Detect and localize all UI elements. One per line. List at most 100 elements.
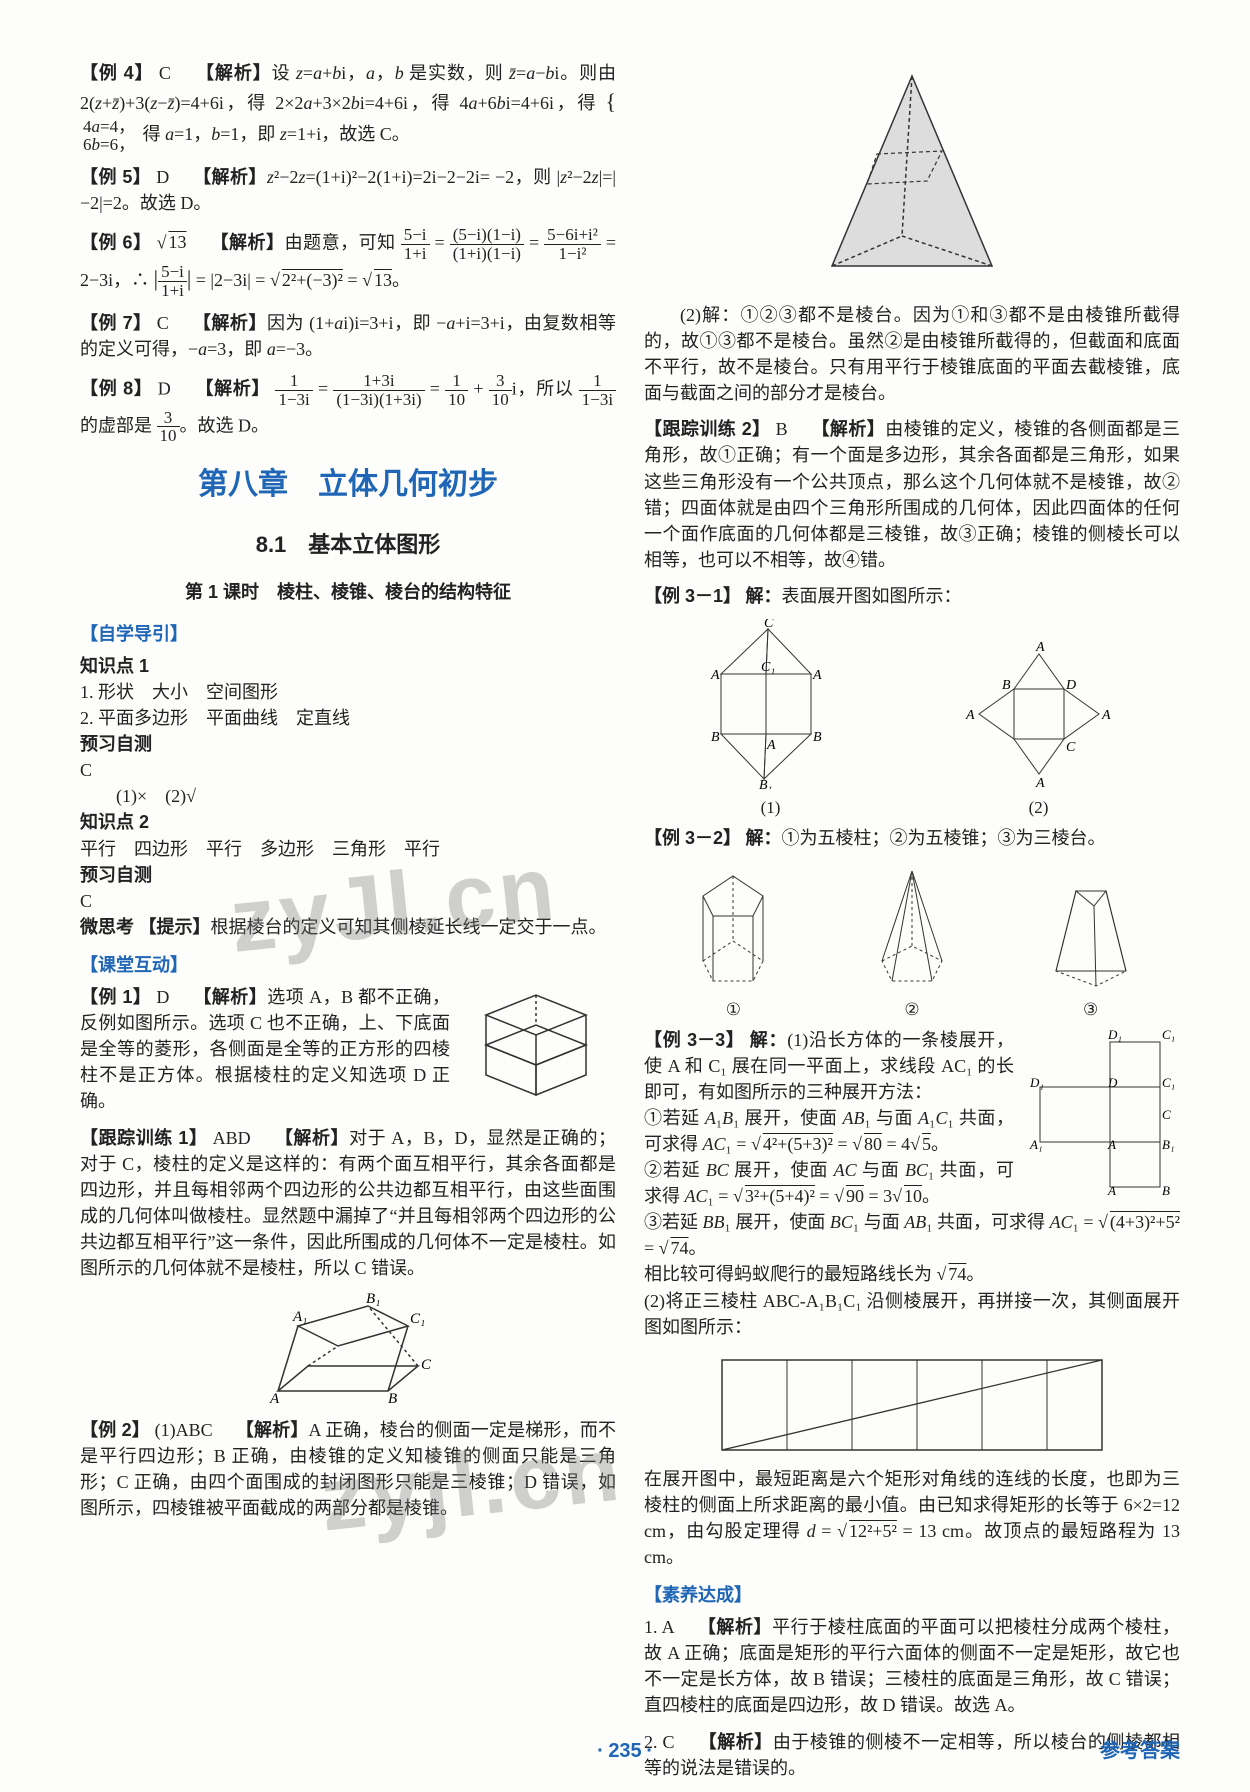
analysis-label: 【解析】 [275, 1128, 349, 1148]
class-tr1-label: 【跟踪训练 1】 [80, 1128, 208, 1148]
solution-label: 解： [746, 586, 782, 606]
fig-num-3: ③ [1036, 998, 1146, 1023]
svg-text:A₁: A₁ [292, 1309, 307, 1325]
weisi-line: 微思考 【提示】根据棱台的定义可知其侧棱延长线一定交于一点。 [80, 914, 616, 940]
ex3-3-label: 【例 3－3】 [644, 1030, 745, 1050]
sy1-num: 1. [644, 1617, 658, 1637]
fig-num-1: ① [678, 998, 788, 1023]
svg-text:A: A [1101, 708, 1111, 723]
analysis-label: 【解析】 [193, 167, 267, 187]
cuboid-unfold-icon: D₁D₁ C₁C₁ A₁B₁ DA BA C [1020, 1027, 1180, 1197]
pretest-heading-2: 预习自测 [80, 862, 616, 888]
solution-label: 解： [750, 1030, 787, 1050]
training-2: 【跟踪训练 2】 B 【解析】由棱锥的定义，棱锥的各侧面都是三角形，故①正确；有… [644, 416, 1180, 573]
classroom-heading: 【课堂互动】 [80, 952, 616, 978]
svg-text:C: C [1066, 740, 1076, 755]
svg-text:C: C [421, 1357, 432, 1373]
class-ex1-label: 【例 1】 [80, 987, 151, 1007]
svg-text:A: A [812, 668, 822, 683]
net-diagram-1-icon: AA C BB C₁A B₁ [671, 619, 871, 789]
svg-text:A: A [1035, 776, 1045, 789]
page-number: 235 [608, 1740, 641, 1762]
pentagonal-pyramid-icon [857, 861, 967, 991]
svg-text:C₁: C₁ [1162, 1027, 1175, 1042]
ex3-3-l4: 相比较可得蚂蚁爬行的最短路线长为 √74。 [644, 1261, 1180, 1287]
pretest2-answer: C [80, 888, 616, 914]
svg-text:A: A [1107, 1183, 1116, 1197]
fig-label-2: (2) [924, 796, 1154, 821]
sy1-answer: A [662, 1617, 674, 1637]
svg-text:D: D [1107, 1075, 1118, 1090]
ex3-1-label: 【例 3－1】 [644, 586, 741, 606]
section-title: 8.1 基本立体图形 [80, 529, 616, 561]
ex3-3-l5: (2)将正三棱柱 ABC-A₁B₁C₁ 沿侧棱展开，再拼接一次，其侧面展开图如图… [644, 1288, 1180, 1340]
kp1-line2: 2. 平面多边形 平面曲线 定直线 [80, 705, 616, 731]
tr2-label: 【跟踪训练 2】 [644, 419, 771, 439]
svg-text:B₁: B₁ [1162, 1137, 1174, 1152]
knowledge-point-2: 知识点 2 [80, 809, 616, 835]
class-ex1-answer: D [156, 987, 169, 1007]
svg-text:B: B [1162, 1183, 1170, 1197]
tr2-text: 由棱锥的定义，棱锥的各侧面都是三角形，故①正确；有一个面是多边形，其余各面都是三… [644, 419, 1180, 569]
pyramid-diagram-icon [807, 66, 1017, 296]
example-7-label: 【例 7】 [80, 313, 152, 333]
kp1-line1: 1. 形状 大小 空间图形 [80, 679, 616, 705]
svg-text:B₁: B₁ [759, 778, 772, 789]
analysis-label: 【解析】 [195, 378, 270, 398]
example-3-2: 【例 3－2】 解：①为五棱柱；②为五棱锥；③为三棱台。 [644, 825, 1180, 851]
analysis-label: 【解析】 [211, 232, 285, 252]
pretest1-line2: (1)× (2)√ [80, 783, 616, 809]
svg-text:D₁: D₁ [1107, 1027, 1122, 1042]
weisi-text: 根据棱台的定义可知其侧棱延长线一定交于一点。 [211, 917, 607, 937]
triangular-frustum-icon [1036, 861, 1146, 991]
suyang-heading: 【素养达成】 [644, 1582, 1180, 1608]
svg-text:A: A [1107, 1137, 1116, 1152]
svg-text:B: B [1002, 678, 1011, 693]
self-study-heading: 【自学导引】 [80, 621, 616, 647]
page-dot: · [646, 1740, 653, 1762]
example-6-answer: √13 [157, 232, 187, 252]
example-7: 【例 7】 C 【解析】因为 (1+ai)i=3+i，即 −a+i=3+i，由复… [80, 310, 616, 362]
class-tr1-answer: ABD [213, 1128, 251, 1148]
kp2-line1: 平行 四边形 平行 多边形 三角形 平行 [80, 836, 616, 862]
analysis-label: 【解析】 [196, 63, 272, 83]
svg-text:C₁: C₁ [761, 660, 775, 675]
example-5-answer: D [156, 167, 169, 187]
svg-text:B: B [813, 730, 822, 745]
analysis-label: 【解析】 [193, 987, 267, 1007]
example-3-3: D₁D₁ C₁C₁ A₁B₁ DA BA C 【例 3－3】 解：(1)沿长方体… [644, 1027, 1180, 1340]
example-7-answer: C [157, 313, 169, 333]
ex3-1-text: 表面展开图如图所示： [782, 586, 962, 606]
lesson-title: 第 1 课时 棱柱、棱锥、棱台的结构特征 [80, 579, 616, 605]
class-example-1: 【例 1】 D 【解析】选项 A，B 都不正确，反例如图所示。选项 C 也不正确… [80, 984, 616, 1114]
fig-label-1: (1) [671, 796, 871, 821]
class-ex2-answer: (1)ABC [155, 1420, 213, 1440]
analysis-label: 【解析】 [236, 1420, 309, 1440]
svg-text:A: A [710, 668, 720, 683]
ex3-2-label: 【例 3－2】 [644, 828, 741, 848]
ex3-2-figures: ① ② ③ [644, 861, 1180, 1023]
tip-label: 【提示】 [139, 917, 211, 937]
example-5-label: 【例 5】 [80, 167, 151, 187]
example-3-1: 【例 3－1】 解：表面展开图如图所示： [644, 583, 1180, 609]
ex3-1-figures: AA C BB C₁A B₁ (1) A AA A [644, 619, 1180, 821]
svg-text:D: D [1065, 678, 1076, 693]
example-5: 【例 5】 D 【解析】z²−2z=(1+i)²−2(1+i)=2i−2−2i=… [80, 164, 616, 216]
class-example-2: 【例 2】 (1)ABC 【解析】A 正确，棱台的侧面一定是梯形，而不是平行四边… [80, 1417, 616, 1521]
non-prism-diagram-icon: A B C A₁ C₁ B₁ [238, 1291, 458, 1411]
svg-text:B: B [711, 730, 720, 745]
page-dot: · [597, 1740, 604, 1762]
example-4-answer: C [159, 63, 171, 83]
svg-text:A: A [1035, 640, 1045, 655]
knowledge-point-1: 知识点 1 [80, 653, 616, 679]
example-8: 【例 8】 D 【解析】 11−3i = 1+3i(1−3i)(1+3i) = … [80, 372, 616, 445]
svg-text:A: A [269, 1391, 280, 1407]
analysis-label: 【解析】 [811, 419, 885, 439]
solution-label: 解： [746, 828, 782, 848]
two-column-layout: 【例 4】 C 【解析】设 z=a+bi，a，b 是实数，则 z̄=a−bi。则… [80, 60, 1180, 1791]
svg-text:C₁: C₁ [1162, 1075, 1175, 1090]
chapter-title: 第八章 立体几何初步 [80, 463, 616, 507]
svg-text:B₁: B₁ [366, 1291, 380, 1307]
example-8-answer: D [158, 378, 171, 398]
left-column: 【例 4】 C 【解析】设 z=a+bi，a，b 是实数，则 z̄=a−bi。则… [80, 60, 616, 1791]
